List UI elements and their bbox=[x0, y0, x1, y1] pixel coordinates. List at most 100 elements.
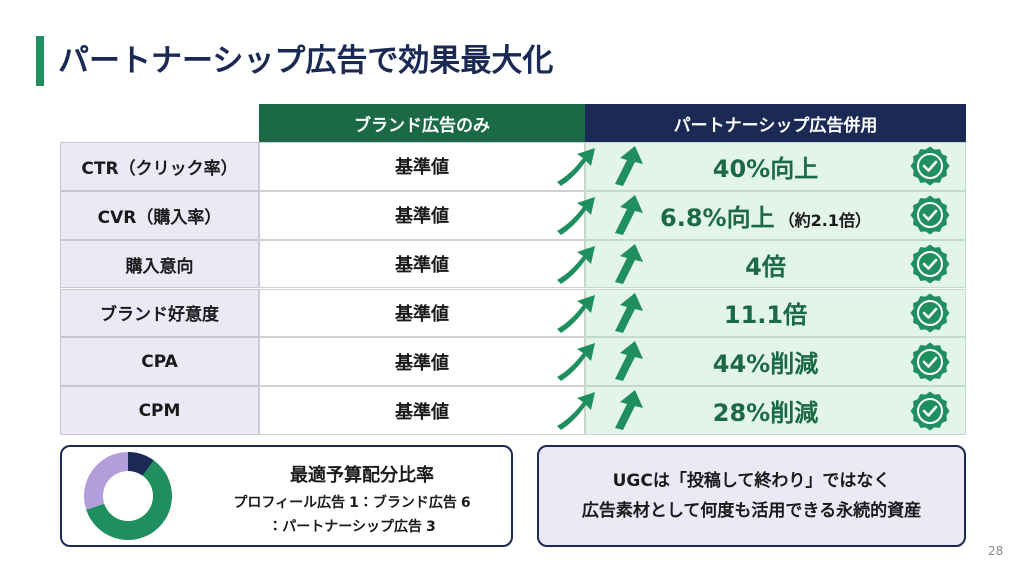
baseline: 基準値 bbox=[259, 337, 585, 387]
arrows bbox=[557, 390, 643, 431]
up-arrow bbox=[557, 392, 595, 431]
result-value: 11.1倍 bbox=[723, 301, 808, 330]
arrow-shape bbox=[615, 390, 643, 431]
check-mark bbox=[922, 258, 938, 270]
ratio-separator: ： bbox=[268, 519, 283, 535]
ratio-separator: ： bbox=[358, 495, 373, 511]
arrow-shape bbox=[557, 343, 595, 382]
row-label: CTR（クリック率） bbox=[60, 142, 259, 191]
check-mark bbox=[922, 161, 938, 173]
row-label: ブランド好意度 bbox=[60, 288, 259, 338]
arrows bbox=[557, 194, 643, 235]
result-cell: 28%削減 bbox=[585, 386, 966, 435]
budget-donut bbox=[84, 452, 172, 540]
badge-ring bbox=[917, 348, 943, 375]
check-mark bbox=[922, 405, 938, 417]
column-header: パートナーシップ広告併用 bbox=[585, 104, 966, 142]
arrows bbox=[557, 146, 643, 186]
up-arrow bbox=[615, 292, 643, 333]
slide-title: パートナーシップ広告で効果最大化 bbox=[58, 43, 554, 79]
ratio-name: プロフィール広告 bbox=[233, 495, 346, 511]
result: 44%削減 bbox=[713, 344, 818, 379]
up-arrow bbox=[557, 245, 595, 284]
badge-ring bbox=[917, 153, 943, 180]
badge-ring bbox=[917, 251, 943, 278]
arrows bbox=[557, 243, 643, 284]
budget-box: 最適予算配分比率 プロフィール広告 1：ブランド広告 6 ：パートナーシップ広告 3 bbox=[60, 445, 513, 547]
arrow-shape bbox=[557, 148, 595, 186]
donut-segment bbox=[128, 452, 154, 476]
baseline: 基準値 bbox=[259, 239, 585, 289]
badge-shape bbox=[910, 342, 950, 382]
arrow-shape bbox=[615, 243, 643, 284]
arrow-shape bbox=[557, 392, 595, 431]
ratio-name: パートナーシップ広告 bbox=[282, 519, 422, 535]
result: 40%向上 bbox=[713, 149, 818, 184]
result-cell: 40%向上 bbox=[585, 142, 966, 191]
arrow-shape bbox=[615, 194, 643, 235]
ratio-value: 1 bbox=[349, 495, 359, 511]
up-arrow bbox=[557, 294, 595, 333]
up-arrow bbox=[557, 196, 595, 235]
check-badge bbox=[910, 244, 950, 284]
arrows bbox=[557, 292, 643, 333]
result-note: （約2.1倍） bbox=[778, 210, 871, 230]
result: 11.1倍 bbox=[724, 295, 807, 330]
row-label: CPA bbox=[60, 337, 259, 387]
result-cell: 11.1倍 bbox=[585, 288, 966, 338]
result: 4倍 bbox=[745, 247, 786, 282]
up-arrow bbox=[557, 343, 595, 382]
check-badge bbox=[910, 342, 950, 382]
up-arrow bbox=[615, 194, 643, 235]
row-label: 購入意向 bbox=[60, 239, 259, 289]
check-badge bbox=[910, 293, 950, 333]
result-value: 40%向上 bbox=[712, 154, 819, 183]
result-value: 28%削減 bbox=[712, 399, 819, 428]
check-mark bbox=[922, 356, 938, 368]
arrow-shape bbox=[615, 341, 643, 382]
page-number: 28 bbox=[988, 544, 1004, 558]
callout-line: 広告素材として何度も活用できる永続的資産 bbox=[581, 501, 922, 521]
check-mark bbox=[922, 307, 938, 319]
result-value: 4倍 bbox=[745, 252, 786, 281]
ratio-line: プロフィール広告 1：ブランド広告 6 bbox=[192, 491, 512, 515]
ratio-value: 3 bbox=[425, 519, 436, 535]
up-arrow bbox=[557, 148, 595, 186]
result-cell: 6.8%向上 （約2.1倍） bbox=[585, 190, 966, 240]
badge-ring bbox=[917, 202, 943, 229]
donut-segment bbox=[86, 460, 172, 540]
arrow-shape bbox=[615, 146, 643, 186]
result-value: 6.8%向上 bbox=[660, 203, 775, 232]
column-header: ブランド広告のみ bbox=[259, 104, 585, 142]
check-badge bbox=[910, 195, 950, 235]
check-mark bbox=[922, 209, 938, 222]
result-value: 44%削減 bbox=[712, 350, 819, 379]
budget-ratio: プロフィール広告 1：ブランド広告 6 ：パートナーシップ広告 3 bbox=[192, 491, 512, 539]
ratio-value: 6 bbox=[460, 495, 471, 511]
row-label: CPM bbox=[60, 386, 259, 435]
badge-shape bbox=[910, 293, 950, 333]
baseline: 基準値 bbox=[259, 190, 585, 240]
baseline: 基準値 bbox=[259, 288, 585, 338]
title-accent bbox=[36, 36, 44, 86]
arrow-shape bbox=[557, 294, 595, 333]
baseline: 基準値 bbox=[259, 142, 585, 191]
badge-shape bbox=[910, 146, 950, 186]
badge-ring bbox=[917, 397, 943, 424]
callout-line: UGCは「投稿して終わり」ではなく bbox=[612, 471, 891, 491]
up-arrow bbox=[615, 390, 643, 431]
check-badge bbox=[910, 146, 950, 186]
result-cell: 44%削減 bbox=[585, 337, 966, 387]
callout-box: UGCは「投稿して終わり」ではなく広告素材として何度も活用できる永続的資産 bbox=[537, 445, 966, 547]
row-label: CVR（購入率） bbox=[60, 190, 259, 240]
badge-shape bbox=[910, 391, 950, 431]
budget-title: 最適予算配分比率 bbox=[290, 465, 434, 486]
arrow-shape bbox=[615, 292, 643, 333]
arrows bbox=[557, 341, 643, 382]
badge-shape bbox=[910, 195, 950, 235]
result-cell: 4倍 bbox=[585, 239, 966, 289]
result: 28%削減 bbox=[713, 393, 818, 428]
arrow-shape bbox=[557, 245, 595, 284]
ratio-name: ブランド広告 bbox=[372, 495, 457, 511]
